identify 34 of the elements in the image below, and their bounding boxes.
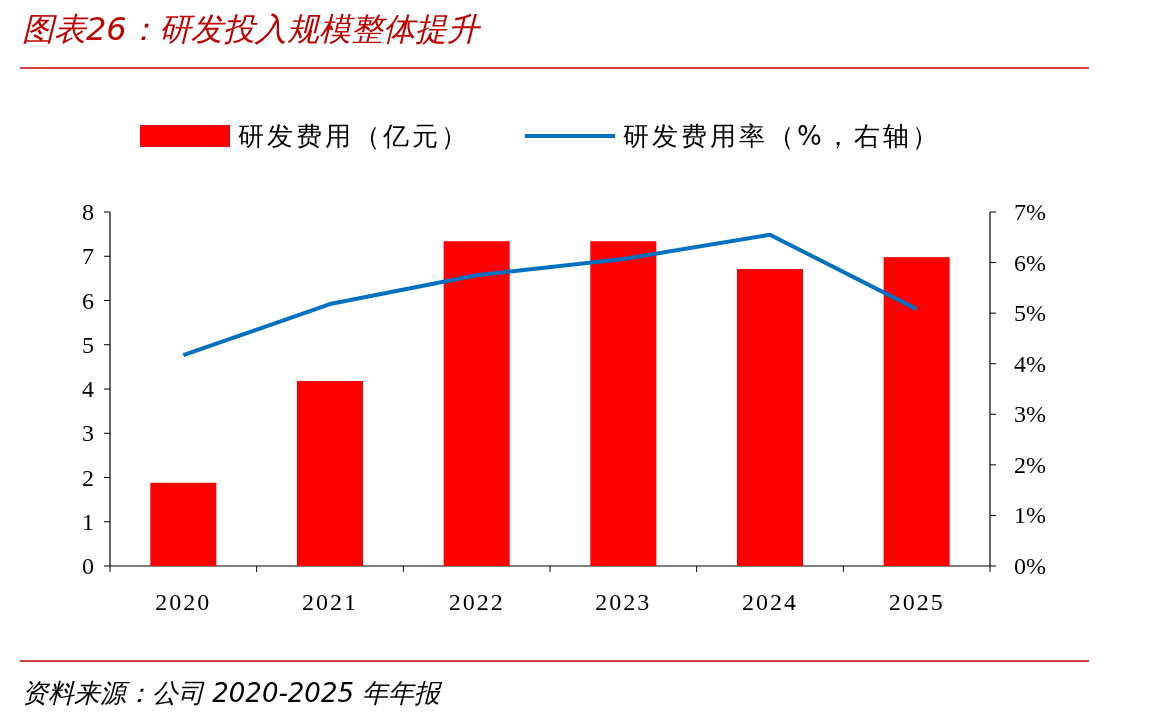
legend-label: 研发费用率（%，右轴） bbox=[623, 121, 941, 151]
x-tick-label: 2024 bbox=[742, 589, 798, 615]
y2-tick-label: 1% bbox=[1014, 502, 1046, 529]
y2-tick-label: 6% bbox=[1014, 249, 1046, 276]
y-tick-label: 6 bbox=[82, 287, 94, 314]
x-tick-label: 2022 bbox=[448, 589, 505, 615]
bar bbox=[443, 241, 510, 566]
bar bbox=[150, 482, 217, 566]
y2-tick-label: 2% bbox=[1014, 451, 1046, 478]
chart-title: 图表26：研发投入规模整体提升 bbox=[22, 10, 482, 48]
y2-tick-label: 3% bbox=[1014, 401, 1046, 428]
legend-label: 研发费用（亿元） bbox=[238, 121, 470, 151]
y2-tick-label: 7% bbox=[1014, 199, 1046, 225]
x-tick-label: 2025 bbox=[888, 589, 945, 615]
x-tick-label: 2020 bbox=[155, 589, 212, 615]
y-tick-label: 7 bbox=[82, 243, 94, 270]
text: 资料来源：公司 2020-2025 年年报 bbox=[22, 678, 444, 708]
y-tick-label: 4 bbox=[82, 376, 94, 402]
y-tick-label: 8 bbox=[82, 199, 94, 225]
y-tick-label: 5 bbox=[82, 331, 94, 358]
y-tick-label: 2 bbox=[82, 464, 94, 491]
line-series bbox=[181, 232, 919, 358]
y-tick-label: 0 bbox=[82, 553, 94, 579]
bar bbox=[297, 381, 363, 566]
x-tick-label: 2023 bbox=[595, 589, 652, 615]
y2-tick-label: 4% bbox=[1014, 350, 1046, 377]
y2-tick-label: 5% bbox=[1014, 300, 1046, 327]
y-tick-label: 3 bbox=[82, 420, 94, 447]
bar bbox=[883, 257, 950, 566]
bar bbox=[737, 269, 803, 566]
y-tick-label: 1 bbox=[82, 508, 94, 535]
x-tick-label: 2021 bbox=[302, 589, 358, 615]
bar bbox=[590, 241, 657, 566]
y2-tick-label: 0% bbox=[1014, 553, 1046, 579]
